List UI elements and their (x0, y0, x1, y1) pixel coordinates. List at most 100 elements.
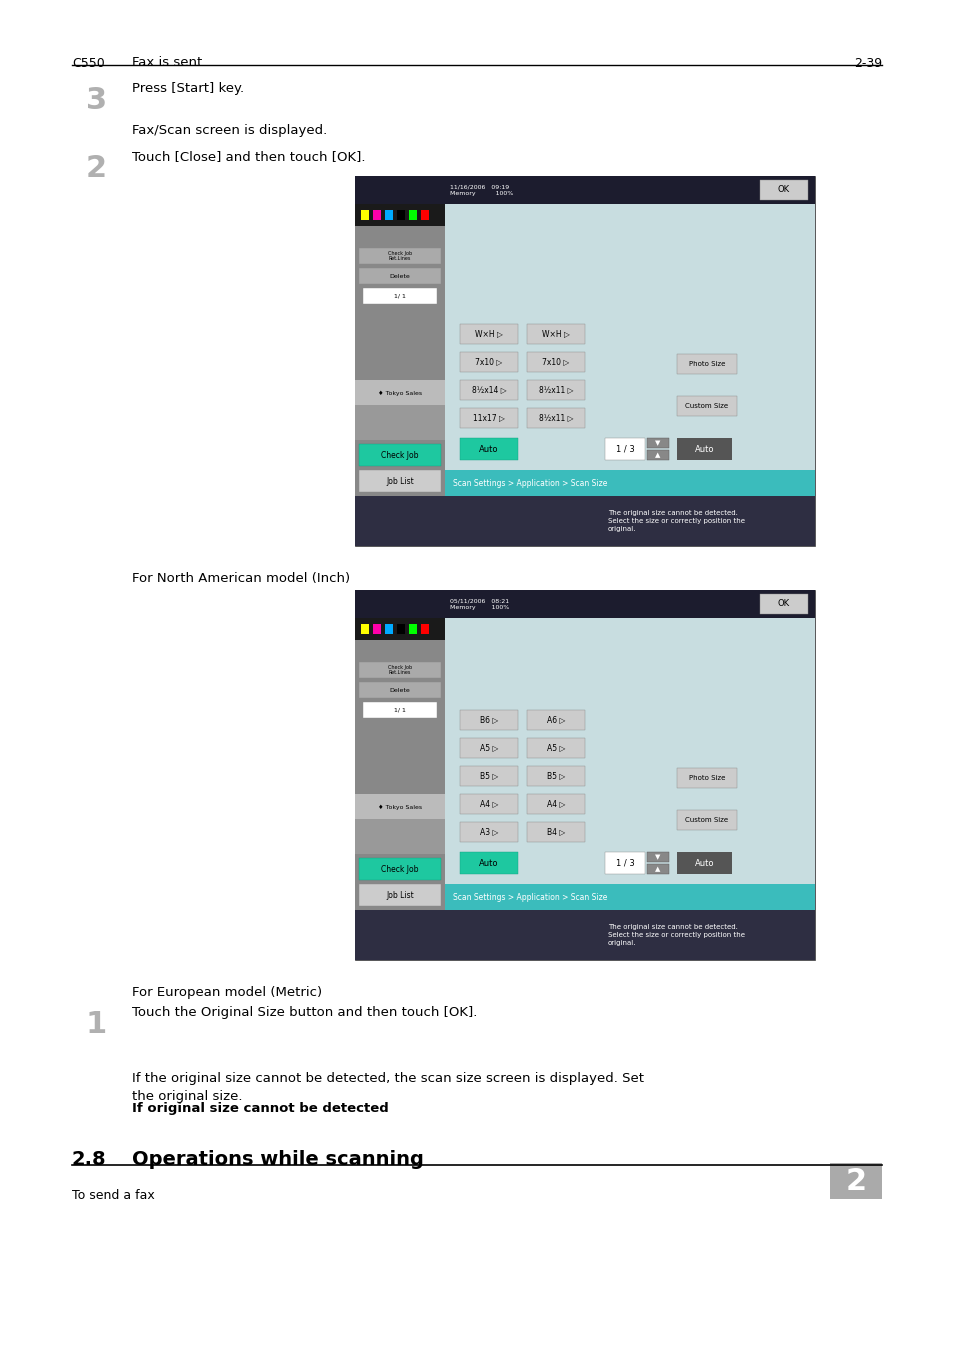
Text: Fax/Scan screen is displayed.: Fax/Scan screen is displayed. (132, 124, 327, 136)
Text: 1 / 3: 1 / 3 (615, 859, 634, 868)
Text: OK: OK (777, 185, 789, 194)
Bar (459, 738, 517, 757)
Bar (355, 794, 444, 819)
Bar (355, 495, 814, 545)
Bar (646, 852, 668, 863)
Bar (444, 618, 814, 884)
Bar (677, 852, 731, 873)
Text: Scan Settings > Application > Scan Size: Scan Settings > Application > Scan Size (453, 478, 607, 487)
Text: If the original size cannot be detected, the scan size screen is displayed. Set
: If the original size cannot be detected,… (132, 1072, 643, 1103)
Bar (459, 324, 517, 344)
Text: Delete: Delete (389, 274, 410, 278)
Text: If original size cannot be detected: If original size cannot be detected (132, 1102, 388, 1115)
Bar (355, 405, 444, 440)
Bar (385, 624, 393, 634)
Text: ▼: ▼ (655, 855, 660, 860)
Bar (355, 204, 444, 225)
Text: B4 ▷: B4 ▷ (546, 828, 564, 837)
Text: To send a fax: To send a fax (71, 1189, 154, 1202)
Text: OK: OK (777, 599, 789, 609)
Bar (358, 269, 440, 284)
Bar (373, 211, 380, 220)
Bar (358, 662, 440, 678)
Bar (358, 444, 440, 466)
Bar (358, 682, 440, 698)
Text: 8½x14 ▷: 8½x14 ▷ (471, 386, 506, 394)
Text: The original size cannot be detected.
Select the size or correctly position the
: The original size cannot be detected. Se… (607, 510, 744, 532)
Text: 2.8: 2.8 (71, 1150, 107, 1169)
Bar (355, 590, 814, 618)
Bar (526, 738, 584, 757)
Bar (459, 822, 517, 842)
Bar (355, 618, 444, 640)
Bar (355, 176, 814, 545)
Text: 2: 2 (844, 1166, 865, 1196)
Bar (358, 470, 440, 491)
Bar (459, 710, 517, 730)
Bar (646, 437, 668, 448)
Bar (526, 408, 584, 428)
Text: Check Job
Ret.Lines: Check Job Ret.Lines (388, 664, 412, 675)
Text: Check Job
Ret.Lines: Check Job Ret.Lines (388, 251, 412, 262)
Bar (358, 884, 440, 906)
Text: Job List: Job List (386, 477, 414, 486)
Text: B6 ▷: B6 ▷ (479, 716, 497, 725)
Bar (646, 864, 668, 873)
Text: 7x10 ▷: 7x10 ▷ (475, 358, 502, 366)
Bar (355, 819, 444, 855)
Text: Auto: Auto (694, 859, 714, 868)
Bar (459, 352, 517, 373)
Bar (677, 396, 737, 416)
Bar (355, 204, 444, 495)
Bar (355, 176, 814, 204)
Bar (355, 618, 444, 910)
Text: 8½x11 ▷: 8½x11 ▷ (538, 386, 573, 394)
Text: ▲: ▲ (655, 452, 660, 458)
Text: W×H ▷: W×H ▷ (541, 329, 569, 339)
Bar (459, 408, 517, 428)
Text: 1 / 3: 1 / 3 (615, 444, 634, 454)
Bar (526, 379, 584, 400)
Text: The original size cannot be detected.
Select the size or correctly position the
: The original size cannot be detected. Se… (607, 925, 744, 945)
Bar (358, 248, 440, 265)
Text: Touch [Close] and then touch [OK].: Touch [Close] and then touch [OK]. (132, 150, 365, 163)
Text: ♦ Tokyo Sales: ♦ Tokyo Sales (377, 805, 421, 810)
Text: B5 ▷: B5 ▷ (479, 771, 497, 780)
Bar (526, 822, 584, 842)
Bar (459, 765, 517, 786)
Text: Operations while scanning: Operations while scanning (132, 1150, 423, 1169)
Bar (526, 765, 584, 786)
Text: A5 ▷: A5 ▷ (546, 744, 564, 752)
Bar (420, 624, 429, 634)
Bar (526, 710, 584, 730)
Text: 11/16/2006   09:19
Memory          100%: 11/16/2006 09:19 Memory 100% (450, 184, 513, 196)
Text: 7x10 ▷: 7x10 ▷ (542, 358, 569, 366)
Bar (677, 437, 731, 460)
Text: ▲: ▲ (655, 865, 660, 872)
Bar (760, 594, 807, 614)
Text: Scan Settings > Application > Scan Size: Scan Settings > Application > Scan Size (453, 892, 607, 902)
Bar (677, 810, 737, 830)
Bar (363, 702, 436, 718)
Bar (677, 354, 737, 374)
Text: A5 ▷: A5 ▷ (479, 744, 497, 752)
Text: Job List: Job List (386, 891, 414, 899)
Text: A3 ▷: A3 ▷ (479, 828, 497, 837)
Text: For European model (Metric): For European model (Metric) (132, 986, 322, 999)
Text: 1/ 1: 1/ 1 (394, 293, 406, 298)
Bar (358, 859, 440, 880)
Text: Touch the Original Size button and then touch [OK].: Touch the Original Size button and then … (132, 1006, 476, 1019)
Bar (829, 1162, 882, 1199)
Text: Delete: Delete (389, 687, 410, 693)
Text: B5 ▷: B5 ▷ (546, 771, 564, 780)
Text: Check Job: Check Job (381, 451, 418, 459)
Bar (355, 590, 814, 960)
Text: For North American model (Inch): For North American model (Inch) (132, 572, 350, 585)
Text: A4 ▷: A4 ▷ (546, 799, 564, 809)
Bar (409, 211, 416, 220)
Text: A6 ▷: A6 ▷ (546, 716, 564, 725)
Bar (355, 910, 814, 960)
Text: Custom Size: Custom Size (684, 817, 728, 824)
Text: Photo Size: Photo Size (688, 775, 724, 782)
Bar (459, 379, 517, 400)
